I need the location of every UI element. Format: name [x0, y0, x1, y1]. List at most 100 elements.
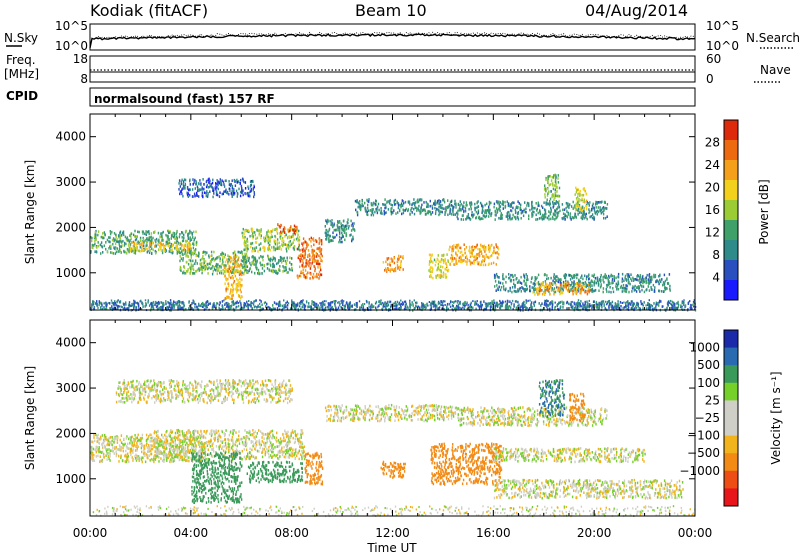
- data-pixel-1: [149, 246, 150, 249]
- data-pixel-16: [552, 176, 553, 179]
- data-pixel-0: [183, 237, 184, 240]
- data-pixel-16: [551, 179, 552, 182]
- data-pixel-0: [120, 231, 121, 234]
- data-pixel-10: [544, 208, 545, 211]
- data-pixel-19: [352, 305, 353, 308]
- data-pixel-18: [250, 180, 251, 183]
- data-pixel-10: [476, 206, 477, 209]
- data-pixel-0: [114, 232, 115, 235]
- data-pixel-9: [397, 211, 398, 214]
- data-pixel-7: [322, 255, 323, 258]
- data-pixel-19: [582, 305, 583, 308]
- data-pixel-10: [525, 211, 526, 214]
- data-pixel-4: [287, 259, 288, 262]
- data-pixel-10: [539, 217, 540, 220]
- data-pixel-14: [558, 277, 559, 280]
- data-pixel-8: [351, 229, 352, 232]
- data-pixel-9: [380, 207, 381, 210]
- data-pixel-9: [416, 209, 417, 212]
- data-pixel-1: [139, 243, 140, 246]
- data-pixel-5: [265, 235, 266, 238]
- data-pixel-12: [443, 276, 444, 279]
- data-pixel-9: [444, 213, 445, 216]
- data-pixel-14: [550, 277, 551, 280]
- scatter-pixel: [689, 300, 690, 302]
- data-pixel-5: [246, 250, 247, 253]
- data-pixel-10: [456, 212, 457, 215]
- data-pixel-9: [371, 214, 372, 217]
- data-pixel-10: [605, 217, 606, 220]
- data-pixel-10: [510, 209, 511, 212]
- data-pixel-19: [183, 302, 184, 305]
- scatter-pixel: [578, 299, 579, 301]
- data-pixel-16: [552, 184, 553, 187]
- data-pixel-15: [560, 292, 561, 295]
- data-pixel-14: [503, 288, 504, 291]
- data-pixel-8: [330, 240, 331, 243]
- data-pixel-18: [208, 178, 209, 181]
- data-pixel-10: [573, 216, 574, 219]
- data-pixel-0: [151, 239, 152, 242]
- data-pixel-4: [272, 266, 273, 269]
- data-pixel-0: [160, 232, 161, 235]
- data-pixel-5: [296, 238, 297, 241]
- data-pixel-2: [198, 255, 199, 258]
- data-pixel-13: [464, 243, 465, 246]
- data-pixel-3: [230, 261, 231, 264]
- data-pixel-19: [640, 300, 641, 303]
- data-pixel-14: [558, 281, 559, 284]
- data-pixel-18: [178, 188, 179, 191]
- data-pixel-19: [580, 300, 581, 303]
- data-pixel-15: [553, 293, 554, 296]
- data-pixel-5: [256, 246, 257, 249]
- data-pixel-0: [102, 237, 103, 240]
- data-pixel-14: [555, 291, 556, 294]
- data-pixel-4: [291, 263, 292, 266]
- data-pixel-0: [190, 236, 191, 239]
- data-pixel-10: [573, 207, 574, 210]
- data-pixel-9: [384, 204, 385, 207]
- data-pixel-4: [289, 261, 290, 264]
- data-pixel-19: [508, 306, 509, 309]
- data-pixel-0: [96, 238, 97, 241]
- data-pixel-10: [545, 216, 546, 219]
- data-pixel-15: [545, 289, 546, 292]
- data-pixel-1: [176, 248, 177, 251]
- data-pixel-10: [537, 218, 538, 221]
- data-pixel-1: [187, 246, 188, 249]
- data-pixel-2: [201, 262, 202, 265]
- data-pixel-2: [205, 253, 206, 256]
- data-pixel-16: [559, 187, 560, 190]
- scatter-pixel: [656, 303, 657, 305]
- data-pixel-6: [288, 229, 289, 232]
- data-pixel-12: [430, 259, 431, 262]
- data-pixel-19: [422, 304, 423, 307]
- data-pixel-13: [463, 254, 464, 257]
- data-pixel-19: [344, 305, 345, 308]
- data-pixel-19: [464, 305, 465, 308]
- data-pixel-14: [510, 287, 511, 290]
- data-pixel-14: [583, 282, 584, 285]
- data-pixel-14: [526, 285, 527, 288]
- data-pixel-0: [118, 235, 119, 238]
- data-pixel-12: [445, 262, 446, 265]
- data-pixel-15: [548, 285, 549, 288]
- nave-tick-bottom: 0: [706, 72, 714, 86]
- data-pixel-8: [327, 231, 328, 234]
- data-pixel-19: [562, 306, 563, 309]
- data-pixel-16: [557, 177, 558, 180]
- scatter-pixel: [287, 305, 288, 307]
- data-pixel-10: [525, 207, 526, 210]
- data-pixel-10: [512, 214, 513, 217]
- data-pixel-5: [250, 242, 251, 245]
- data-pixel-8: [347, 218, 348, 221]
- data-pixel-10: [517, 200, 518, 203]
- data-pixel-0: [101, 241, 102, 244]
- data-pixel-18: [231, 183, 232, 186]
- data-pixel-2: [180, 255, 181, 258]
- data-pixel-3: [240, 263, 241, 266]
- data-pixel-14: [640, 274, 641, 277]
- data-pixel-14: [639, 290, 640, 293]
- data-pixel-10: [461, 203, 462, 206]
- data-pixel-0: [176, 235, 177, 238]
